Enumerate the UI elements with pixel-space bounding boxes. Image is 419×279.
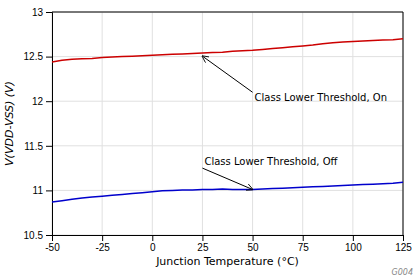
chart: -50 -25 0 25 50 75 100 125 10.5 11 11.5 12 12.5 13 Cla… (0, 0, 419, 279)
grid-line (52, 12, 403, 13)
tick: 125 (395, 235, 412, 253)
tick-label: 11.5 (24, 141, 43, 152)
annotation: Class Lower Threshold, On (255, 92, 387, 103)
grid-line (202, 12, 203, 235)
tick-mark (46, 57, 52, 58)
tick-label: 25 (197, 242, 209, 253)
tick-label: 12 (32, 96, 44, 107)
tick-label: -25 (95, 242, 110, 253)
tick-mark (303, 235, 304, 241)
tick-mark (152, 235, 153, 241)
tick-mark (46, 190, 52, 191)
tick: 12.5 (24, 51, 52, 62)
watermark: G004 (392, 268, 413, 277)
tick-label: -50 (45, 242, 60, 253)
annotations: Class Lower Threshold, On Class Lower Thr… (202, 56, 387, 189)
tick: 12 (32, 96, 52, 107)
tick: -25 (95, 235, 110, 253)
tick-mark (46, 12, 52, 13)
tick: -50 (45, 235, 60, 253)
grid-line (252, 12, 253, 235)
tick: 13 (32, 7, 52, 18)
tick-label: 125 (395, 242, 412, 253)
grid-line (152, 12, 153, 235)
tick-mark (102, 235, 103, 241)
tick-label: 10.5 (24, 230, 44, 241)
plot: -50 -25 0 25 50 75 100 125 10.5 11 11.5 12 12.5 13 Cla… (24, 7, 413, 253)
frame (403, 12, 404, 235)
tick: 11 (33, 185, 52, 196)
y-axis-title: V(VDD-VSS) (V) (3, 81, 16, 166)
tick-label: 75 (298, 242, 310, 253)
tick: 10.5 (24, 230, 52, 241)
frame (52, 12, 403, 13)
grid-line (52, 190, 403, 191)
x-axis: -50 -25 0 25 50 75 100 125 (45, 235, 412, 253)
tick-mark (353, 235, 354, 241)
tick-mark (46, 101, 52, 102)
grid-line (102, 12, 103, 235)
tick: 25 (197, 235, 209, 253)
tick-label: 0 (150, 242, 156, 253)
tick: 100 (345, 235, 362, 253)
annotation-arrow (202, 56, 252, 92)
axis-line (46, 13, 53, 236)
tick-mark (46, 146, 52, 147)
grid-line (52, 145, 403, 146)
series-group (52, 39, 403, 202)
axis-line (53, 236, 404, 242)
tick-label: 50 (248, 242, 260, 253)
grid (52, 12, 403, 235)
grid-line (403, 12, 404, 235)
tick-label: 12.5 (24, 51, 44, 62)
tick-mark (202, 235, 203, 241)
tick: 75 (298, 235, 310, 253)
tick-label: 100 (345, 242, 362, 253)
tick-label: 11 (33, 185, 44, 196)
y-axis: 10.5 11 11.5 12 12.5 13 (24, 7, 53, 241)
grid-line (352, 12, 353, 235)
tick: 0 (150, 235, 156, 253)
line (52, 39, 403, 62)
annotation-arrow (202, 168, 252, 189)
tick: 50 (248, 235, 260, 253)
tick-mark (253, 235, 254, 241)
line (52, 182, 403, 202)
tick-mark (46, 235, 52, 236)
tick-mark (403, 235, 404, 241)
annotation: Class Lower Threshold, Off (204, 156, 338, 167)
x-axis-title: Junction Temperature (°C) (155, 255, 299, 268)
tick-label: 13 (32, 7, 44, 18)
tick: 11.5 (24, 141, 52, 152)
